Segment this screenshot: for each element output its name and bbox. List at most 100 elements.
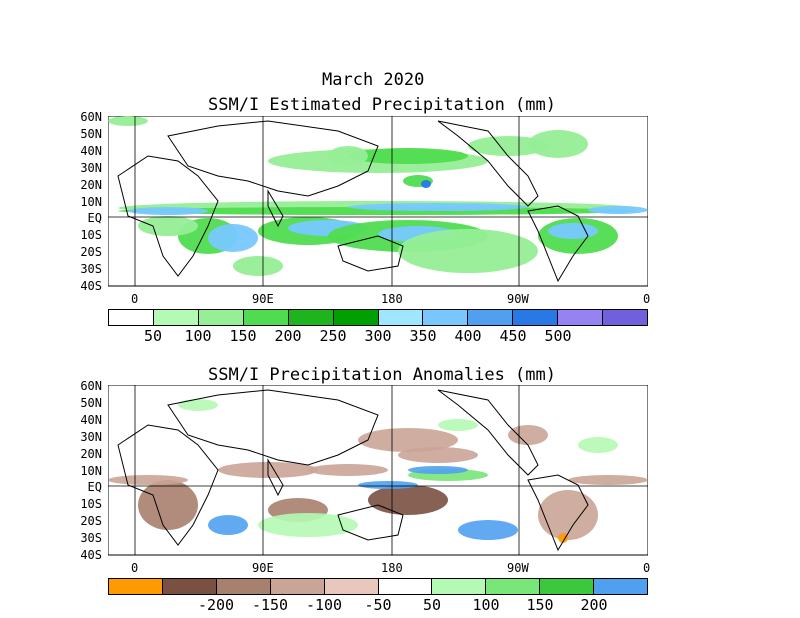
- precip-cell: [568, 475, 648, 485]
- lat-label: EQ: [87, 480, 102, 494]
- grid-lines: [108, 385, 648, 555]
- lat-label: 20N: [80, 447, 102, 461]
- panel2-title: SSM/I Precipitation Anomalies (mm): [208, 365, 556, 385]
- coastline: [167, 389, 379, 466]
- colorbar-swatch: [288, 310, 334, 325]
- lon-label: 0: [643, 292, 651, 306]
- colorbar-label: -100: [305, 596, 343, 614]
- precip-cell: [578, 437, 618, 453]
- precip-cell: [368, 485, 448, 515]
- colorbar-swatch: [198, 310, 244, 325]
- coastline: [337, 235, 404, 272]
- lat-label: 40S: [80, 279, 102, 293]
- coastline-outlines: [117, 120, 589, 283]
- lat-label: 30N: [80, 161, 102, 175]
- colorbar-label: 350: [409, 327, 437, 345]
- lon-label: 90W: [507, 292, 529, 306]
- lat-label: 40N: [80, 413, 102, 427]
- colorbar-label: 50: [143, 327, 163, 345]
- precip-cell: [358, 481, 418, 489]
- colorbar-label: 250: [319, 327, 347, 345]
- colorbar-label: 100: [184, 327, 212, 345]
- coastline: [437, 389, 539, 476]
- lon-label: 180: [381, 561, 403, 575]
- lat-label: 50N: [80, 127, 102, 141]
- precip-cell: [438, 419, 478, 431]
- precip-cell: [108, 116, 148, 126]
- lat-label: 60N: [80, 379, 102, 393]
- precip-cell: [208, 224, 258, 252]
- precip-cell: [138, 480, 198, 530]
- precip-cell: [108, 475, 188, 485]
- lon-label: 0: [131, 292, 139, 306]
- lat-label: 10S: [80, 497, 102, 511]
- anomaly-colorbar: [108, 578, 648, 595]
- colorbar-swatch: [468, 310, 514, 325]
- precip-cell: [588, 206, 648, 214]
- lat-label: 40N: [80, 144, 102, 158]
- lat-label: 60N: [80, 110, 102, 124]
- precip-cell: [233, 256, 283, 276]
- colorbar-label: 400: [454, 327, 482, 345]
- lat-label: 20S: [80, 514, 102, 528]
- map-title: March 2020: [322, 70, 425, 90]
- colorbar-swatch: [432, 579, 487, 594]
- lon-label: 90E: [252, 292, 274, 306]
- lat-label: 30S: [80, 531, 102, 545]
- colorbar-label: 100: [472, 596, 500, 614]
- coastline: [527, 205, 589, 283]
- colorbar-swatch: [558, 310, 604, 325]
- coastline: [527, 474, 589, 552]
- colorbar-swatch: [109, 310, 154, 325]
- colorbar-swatch: [216, 579, 271, 594]
- colorbar-swatch: [603, 310, 648, 325]
- precip-cell: [508, 425, 548, 445]
- colorbar-label: -150: [251, 596, 289, 614]
- colorbar-swatch: [109, 579, 163, 594]
- coastline: [117, 155, 219, 277]
- precip-cell: [178, 399, 218, 411]
- colorbar-swatch: [378, 579, 433, 594]
- colorbar-label: 200: [274, 327, 302, 345]
- colorbar-swatch: [162, 579, 217, 594]
- precip-cell: [348, 148, 468, 164]
- colorbar-swatch: [513, 310, 559, 325]
- grid-lines: [108, 116, 648, 286]
- colorbar-swatch: [270, 579, 325, 594]
- colorbar-label: 300: [364, 327, 392, 345]
- coastline: [337, 504, 404, 541]
- precip-cell: [328, 146, 368, 166]
- lat-label: 10N: [80, 464, 102, 478]
- lat-label: 30N: [80, 430, 102, 444]
- lon-label: 0: [131, 561, 139, 575]
- panel1-title: SSM/I Estimated Precipitation (mm): [208, 95, 556, 115]
- coastline: [267, 458, 284, 497]
- precip-cell: [398, 229, 538, 273]
- precip-cell: [348, 203, 528, 211]
- colorbar-swatch: [540, 579, 595, 594]
- precip-cell: [528, 130, 588, 158]
- colorbar-label: -200: [197, 596, 235, 614]
- lat-label: 10S: [80, 228, 102, 242]
- precip-cell: [458, 520, 518, 540]
- coastline: [437, 120, 539, 207]
- precip-cell: [258, 513, 358, 537]
- colorbar-label: 200: [580, 596, 608, 614]
- lat-label: 40S: [80, 548, 102, 562]
- precip-cell: [468, 136, 548, 156]
- colorbar-swatch: [486, 579, 541, 594]
- coastline: [267, 189, 284, 228]
- lat-label: 20N: [80, 178, 102, 192]
- colorbar-swatch: [423, 310, 469, 325]
- precip-cell: [408, 466, 468, 474]
- colorbar-swatch: [333, 310, 379, 325]
- precip-cell: [128, 207, 208, 215]
- anomaly-field: [108, 399, 648, 543]
- lat-label: 10N: [80, 195, 102, 209]
- precip-cell: [548, 223, 598, 239]
- precip-map-panel: [108, 116, 648, 287]
- colorbar-label: 150: [229, 327, 257, 345]
- anomaly-map-panel: [108, 385, 648, 556]
- precip-cell: [421, 180, 431, 188]
- colorbar-label: -50: [364, 596, 392, 614]
